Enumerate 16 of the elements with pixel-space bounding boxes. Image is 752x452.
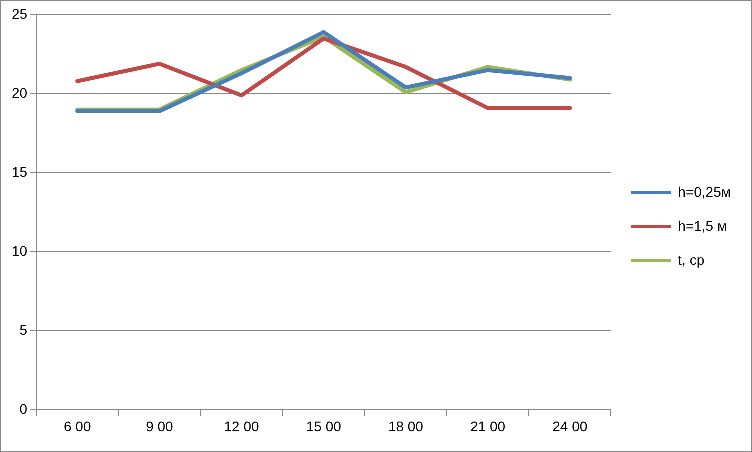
y-tick-label: 0	[20, 401, 28, 418]
legend-label: h=0,25м	[678, 184, 732, 200]
y-tick-label: 5	[20, 322, 28, 338]
legend-label: t, ср	[678, 252, 705, 268]
x-tick-label: 15 00	[306, 418, 342, 434]
y-tick-label: 25	[12, 6, 28, 22]
x-tick-label: 24 00	[552, 418, 588, 434]
y-tick-label: 15	[12, 164, 28, 180]
x-tick-label: 21 00	[470, 418, 506, 434]
x-tick-label: 12 00	[224, 418, 260, 434]
x-tick-label: 6 00	[64, 418, 92, 434]
x-tick-label: 18 00	[388, 418, 424, 434]
y-tick-label: 20	[12, 84, 28, 101]
y-tick-label: 10	[12, 242, 28, 259]
legend-label: h=1,5 м	[678, 218, 728, 234]
x-tick-label: 9 00	[146, 418, 174, 434]
